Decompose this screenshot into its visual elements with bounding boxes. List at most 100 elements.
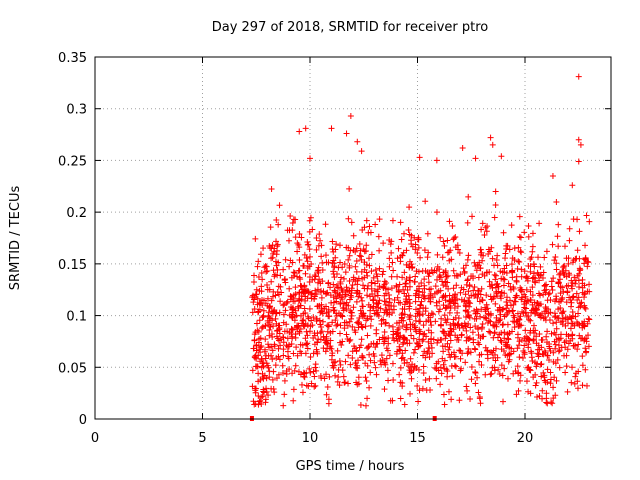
data-point	[478, 351, 485, 358]
data-point	[334, 290, 341, 297]
data-point	[384, 367, 391, 374]
data-point	[323, 391, 330, 398]
data-point	[428, 329, 435, 336]
data-point	[376, 283, 383, 290]
data-point	[375, 313, 382, 320]
data-point	[471, 283, 478, 290]
data-point	[394, 255, 401, 262]
data-point	[378, 352, 385, 359]
data-point	[534, 269, 541, 276]
data-point	[491, 214, 498, 221]
data-point	[537, 361, 544, 368]
data-point	[296, 328, 303, 335]
data-point	[507, 302, 514, 309]
data-point	[401, 401, 408, 408]
data-point	[249, 367, 256, 374]
data-point	[446, 344, 453, 351]
data-point	[306, 263, 313, 270]
data-point	[331, 307, 338, 314]
data-point	[517, 377, 524, 384]
data-point	[511, 298, 518, 305]
data-point	[440, 302, 447, 309]
data-point	[412, 346, 419, 353]
data-point	[352, 263, 359, 270]
data-point	[251, 306, 258, 313]
data-point	[300, 316, 307, 323]
data-point	[302, 293, 309, 300]
data-point	[363, 377, 370, 384]
data-point	[535, 290, 542, 297]
data-point	[464, 277, 471, 284]
data-point	[406, 231, 413, 238]
data-point	[510, 318, 517, 325]
data-point	[379, 271, 386, 278]
data-point	[381, 386, 388, 393]
data-point	[260, 386, 267, 393]
data-point	[474, 310, 481, 317]
data-point	[481, 232, 488, 239]
data-point	[467, 324, 474, 331]
data-point	[572, 373, 579, 380]
data-point	[568, 303, 575, 310]
data-point	[382, 320, 389, 327]
data-point	[581, 294, 588, 301]
data-point	[346, 278, 353, 285]
data-point	[394, 330, 401, 337]
data-point	[575, 73, 582, 80]
data-point	[355, 374, 362, 381]
data-point	[381, 329, 388, 336]
data-point	[477, 400, 484, 407]
data-point	[282, 256, 289, 263]
data-point	[494, 262, 501, 269]
data-point	[470, 275, 477, 282]
data-point	[492, 188, 499, 195]
data-point	[410, 349, 417, 356]
data-point	[298, 234, 305, 241]
data-point	[564, 315, 571, 322]
data-point	[359, 303, 366, 310]
data-point	[301, 251, 308, 258]
data-point	[475, 274, 482, 281]
data-point	[415, 244, 422, 251]
data-point	[525, 223, 532, 230]
data-point	[424, 348, 431, 355]
data-point	[458, 331, 465, 338]
data-point	[501, 269, 508, 276]
data-point	[370, 296, 377, 303]
data-point	[446, 297, 453, 304]
data-point	[542, 313, 549, 320]
data-point	[284, 298, 291, 305]
data-point	[303, 341, 310, 348]
data-point	[570, 216, 577, 223]
data-point	[252, 329, 259, 336]
data-point	[389, 334, 396, 341]
data-point	[479, 333, 486, 340]
data-point	[267, 224, 274, 231]
data-point	[522, 327, 529, 334]
data-point	[475, 389, 482, 396]
data-point	[352, 345, 359, 352]
data-point	[318, 294, 325, 301]
data-point	[528, 354, 535, 361]
data-point	[311, 341, 318, 348]
data-point	[277, 283, 284, 290]
data-point	[555, 335, 562, 342]
data-point	[375, 233, 382, 240]
data-point	[581, 290, 588, 297]
data-point	[273, 216, 280, 223]
data-point	[553, 296, 560, 303]
data-point	[357, 253, 364, 260]
data-point	[496, 331, 503, 338]
data-point	[292, 307, 299, 314]
data-point	[342, 288, 349, 295]
data-point	[299, 389, 306, 396]
y-tick-label: 0.15	[58, 258, 87, 273]
data-point	[484, 223, 491, 230]
data-point	[456, 397, 463, 404]
data-point	[289, 220, 296, 227]
data-point	[274, 241, 281, 248]
data-point	[544, 297, 551, 304]
data-point	[416, 311, 423, 318]
data-point	[366, 351, 373, 358]
data-point	[282, 279, 289, 286]
